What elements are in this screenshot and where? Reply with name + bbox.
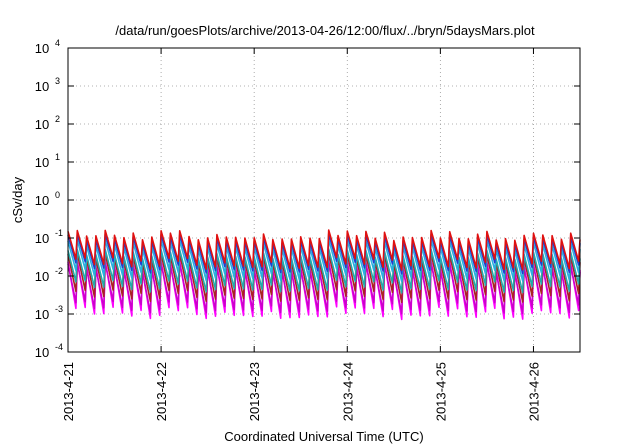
y-axis: 10 -4 10 -3 10 -2 10 -1 10 0 10 1 10 2 10 3 10 4 bbox=[35, 38, 580, 360]
y-tick-label: 10 bbox=[35, 79, 49, 94]
y-tick-label: 10 bbox=[35, 345, 49, 360]
y-tick-label: 10 bbox=[35, 231, 49, 246]
y-tick-exponent: 4 bbox=[55, 38, 60, 48]
x-tick-label: 2013-4-26 bbox=[526, 362, 541, 421]
y-tick-exponent: 1 bbox=[55, 152, 60, 162]
y-tick-exponent: -3 bbox=[55, 304, 63, 314]
series-line bbox=[67, 229, 581, 271]
y-tick-exponent: 0 bbox=[55, 190, 60, 200]
y-tick-label: 10 bbox=[35, 193, 49, 208]
y-axis-label: cSv/day bbox=[10, 176, 25, 223]
y-tick-label: 10 bbox=[35, 269, 49, 284]
plot-area: 10 -4 10 -3 10 -2 10 -1 10 0 10 1 10 2 10 3 10 4 2013-4-2… bbox=[35, 38, 581, 421]
y-tick-label: 10 bbox=[35, 117, 49, 132]
x-tick-label: 2013-4-24 bbox=[340, 362, 355, 421]
x-axis: 2013-4-21 2013-4-22 2013-4-23 2013-4-24 2013… bbox=[61, 48, 541, 421]
y-tick-exponent: -4 bbox=[55, 342, 63, 352]
y-tick-label: 10 bbox=[35, 307, 49, 322]
x-tick-label: 2013-4-21 bbox=[61, 362, 76, 421]
series-group bbox=[67, 229, 581, 321]
y-tick-label: 10 bbox=[35, 155, 49, 170]
x-axis-label: Coordinated Universal Time (UTC) bbox=[224, 429, 423, 444]
x-tick-label: 2013-4-25 bbox=[433, 362, 448, 421]
chart-title: /data/run/goesPlots/archive/2013-04-26/1… bbox=[115, 23, 535, 38]
x-tick-label: 2013-4-23 bbox=[247, 362, 262, 421]
y-tick-exponent: -1 bbox=[55, 228, 63, 238]
y-tick-label: 10 bbox=[35, 41, 49, 56]
x-tick-label: 2013-4-22 bbox=[154, 362, 169, 421]
y-tick-exponent: 3 bbox=[55, 76, 60, 86]
y-tick-exponent: 2 bbox=[55, 114, 60, 124]
y-tick-exponent: -2 bbox=[55, 266, 63, 276]
